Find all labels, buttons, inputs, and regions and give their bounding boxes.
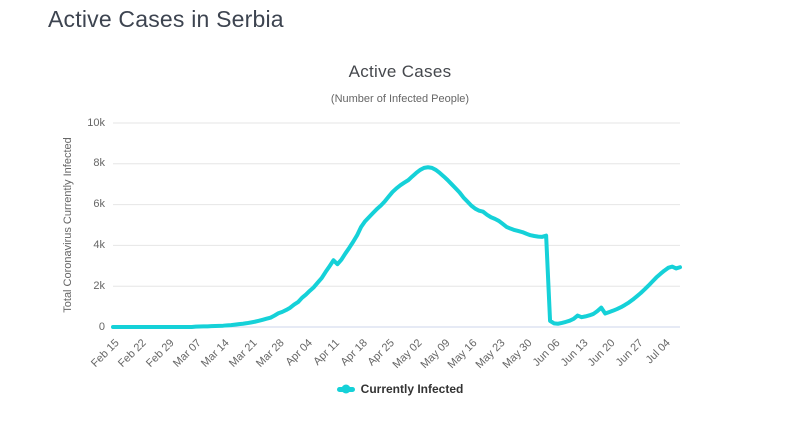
x-tick-label: Mar 21: [226, 337, 260, 370]
x-tick-label: Apr 11: [311, 337, 342, 368]
x-tick-label: Jun 06: [530, 337, 563, 369]
x-tick-label: Feb 29: [143, 337, 177, 370]
chart-title: Active Cases: [348, 62, 452, 81]
x-tick-label: May 02: [390, 337, 425, 371]
y-tick-label: 6k: [93, 198, 105, 211]
chart-subtitle: (Number of Infected People): [330, 93, 470, 105]
y-tick-label: 4k: [93, 238, 105, 251]
active-cases-chart: Active Cases (Number of Infected People)…: [55, 52, 745, 420]
x-tick-label: May 09: [418, 337, 453, 371]
x-tick-label: Mar 07: [171, 337, 205, 370]
y-axis-labels: 0 2k 4k 6k 8k 10k: [55, 117, 105, 333]
x-tick-label: Apr 18: [338, 337, 370, 369]
series-line-currently-infected[interactable]: [111, 165, 682, 329]
x-tick-label: Feb 22: [116, 337, 150, 370]
x-tick-label: Apr 04: [283, 337, 315, 369]
x-tick-label: Feb 15: [88, 337, 122, 370]
x-tick-label: May 23: [473, 337, 508, 371]
y-tick-label: 10k: [87, 116, 105, 129]
page-title: Active Cases in Serbia: [48, 6, 284, 32]
y-tick-label: 0: [98, 320, 105, 333]
x-axis-labels: Feb 15 Feb 22 Feb 29 Mar 07 Mar 14 Mar 21 Mar …: [89, 333, 680, 379]
x-tick-label: Mar 14: [199, 337, 232, 370]
x-tick-label: Jun 13: [558, 337, 591, 369]
x-tick-label: May 16: [445, 337, 480, 371]
legend-label: Currently Infected: [360, 382, 464, 396]
series-line-chart[interactable]: [111, 122, 682, 329]
x-tick-label: Mar 28: [254, 337, 287, 370]
y-tick-label: 8k: [93, 157, 105, 170]
legend-line-marker-icon: [336, 386, 355, 392]
y-tick-label: 2k: [93, 279, 105, 292]
x-tick-label: Jul 04: [643, 337, 673, 367]
plot-area[interactable]: [111, 122, 682, 329]
x-tick-label: Jun 20: [585, 337, 618, 369]
x-tick-label: May 30: [500, 337, 535, 371]
x-tick-label: Jun 27: [613, 337, 646, 369]
legend-item-currently-infected[interactable]: Currently Infected: [55, 382, 745, 396]
